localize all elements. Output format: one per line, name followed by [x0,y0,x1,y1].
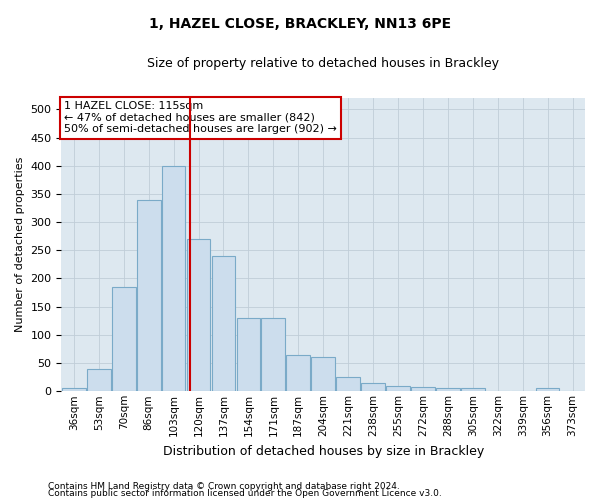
Text: Contains HM Land Registry data © Crown copyright and database right 2024.: Contains HM Land Registry data © Crown c… [48,482,400,491]
Bar [411,387,435,392]
Bar [187,239,211,392]
Text: 1, HAZEL CLOSE, BRACKLEY, NN13 6PE: 1, HAZEL CLOSE, BRACKLEY, NN13 6PE [149,18,451,32]
Bar [336,377,360,392]
Bar [236,318,260,392]
Bar [461,388,485,392]
Bar [87,368,110,392]
Title: Size of property relative to detached houses in Brackley: Size of property relative to detached ho… [147,58,499,70]
X-axis label: Distribution of detached houses by size in Brackley: Distribution of detached houses by size … [163,444,484,458]
Bar [311,358,335,392]
Bar [212,256,235,392]
Bar [436,388,460,392]
Y-axis label: Number of detached properties: Number of detached properties [15,157,25,332]
Bar [62,388,86,392]
Bar [486,390,509,392]
Bar [112,287,136,392]
Bar [286,354,310,392]
Bar [386,386,410,392]
Bar [511,390,535,392]
Text: 1 HAZEL CLOSE: 115sqm
← 47% of detached houses are smaller (842)
50% of semi-det: 1 HAZEL CLOSE: 115sqm ← 47% of detached … [64,101,337,134]
Bar [137,200,161,392]
Bar [162,166,185,392]
Text: Contains public sector information licensed under the Open Government Licence v3: Contains public sector information licen… [48,489,442,498]
Bar [536,388,559,392]
Bar [560,390,584,392]
Bar [262,318,285,392]
Bar [361,383,385,392]
